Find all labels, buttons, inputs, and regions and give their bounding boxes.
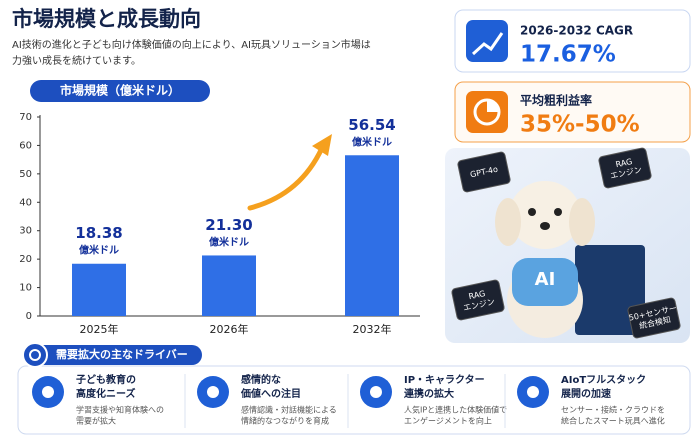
- bar: [202, 255, 256, 316]
- growth-arrow: [247, 145, 325, 211]
- drivers-icon: [22, 342, 48, 368]
- shirt-text: AI: [535, 269, 556, 290]
- icon-shape: [471, 32, 504, 56]
- y-tick-label: 0: [26, 311, 32, 322]
- bar: [345, 155, 399, 316]
- value-unit: 億米ドル: [352, 135, 392, 148]
- driver-title: 連携の拡大: [404, 387, 454, 400]
- dog-shirt: [512, 258, 578, 306]
- driver-title: IP・キャラクター: [404, 374, 485, 386]
- icon-shape: [487, 100, 499, 112]
- drivers-title: 需要拡大の主なドライバー: [56, 347, 188, 361]
- chart-title: 市場規模（億米ドル）: [60, 83, 180, 98]
- driver-icon-glyph: [527, 386, 539, 398]
- value-label: 56.54: [348, 116, 395, 134]
- bar-chart: 0102030405060702025年18.38億米ドル2026年21.30億…: [19, 112, 420, 336]
- driver-description: センサー・接続・クラウドを: [561, 405, 665, 415]
- chip-label: RAG: [615, 157, 633, 169]
- dog-ear: [495, 198, 521, 246]
- metric-card: [454, 9, 691, 73]
- dog-eye: [528, 208, 536, 216]
- dog-head: [509, 181, 581, 249]
- arrow-head: [312, 134, 332, 156]
- y-tick-label: 30: [19, 226, 32, 237]
- driver-title: 子ども教育の: [76, 373, 136, 386]
- chip: [451, 279, 505, 321]
- driver-description: 統合したスマート玩具へ進化: [561, 416, 665, 426]
- y-tick-label: 70: [19, 112, 32, 123]
- driver-icon-glyph: [42, 386, 54, 398]
- page-title: 市場規模と成長動向: [12, 7, 201, 31]
- driver-title: 展開の加速: [561, 387, 611, 400]
- chip-label: RAG: [468, 289, 486, 301]
- driver-title: 価値への注目: [240, 387, 301, 400]
- driver-icon-glyph: [207, 386, 219, 398]
- chip: [598, 147, 652, 189]
- y-tick-label: 10: [19, 283, 32, 294]
- y-tick-label: 50: [19, 169, 32, 180]
- dog-ear: [569, 198, 595, 246]
- driver-title: 感情的な: [241, 373, 281, 386]
- chip: [457, 151, 511, 193]
- y-tick-label: 40: [19, 197, 32, 208]
- y-tick-label: 60: [19, 140, 32, 151]
- metric-label: 平均粗利益率: [520, 93, 592, 108]
- metric-card: [454, 81, 691, 143]
- dog-eye: [554, 208, 562, 216]
- value-unit: 億米ドル: [209, 235, 249, 248]
- metric-icon: [466, 20, 508, 62]
- y-tick-label: 20: [19, 254, 32, 265]
- drivers-icon: [29, 349, 41, 361]
- bar: [72, 263, 126, 316]
- driver-description: 感情認識・対話機能による: [241, 405, 337, 415]
- driver-icon-glyph: [370, 386, 382, 398]
- value-label: 18.38: [75, 224, 122, 242]
- x-tick-label: 2025年: [80, 322, 119, 336]
- drivers-pill: [30, 345, 202, 365]
- chart-title-pill: [30, 80, 210, 102]
- x-tick-label: 2026年: [210, 322, 249, 336]
- metric-value: 17.67%: [520, 42, 616, 68]
- dog-nose: [540, 222, 550, 230]
- metric-label: 2026-2032 CAGR: [520, 24, 633, 38]
- subtitle: 力強い成長を続けています。: [12, 54, 141, 67]
- value-unit: 億米ドル: [79, 244, 119, 257]
- driver-description: 需要が拡大: [76, 416, 116, 426]
- driver-description: 情緒的なつながりを育成: [241, 416, 329, 426]
- driver-description: 学習支援や知育体験への: [76, 405, 164, 415]
- driver-description: エンゲージメントを向上: [404, 416, 492, 426]
- value-label: 21.30: [205, 216, 252, 234]
- driver-title: 高度化ニーズ: [76, 387, 136, 400]
- x-tick-label: 2032年: [353, 322, 392, 336]
- subtitle: AI技術の進化と子ども向け体験価値の向上により、AI玩具ソリューション市場は: [12, 38, 371, 51]
- chip: [627, 297, 681, 339]
- circuit-board: [575, 245, 645, 335]
- driver-description: 人気IPと連携した体験価値で: [404, 405, 507, 415]
- metric-value: 35%-50%: [520, 112, 640, 138]
- driver-title: AIoTフルスタック: [561, 374, 646, 386]
